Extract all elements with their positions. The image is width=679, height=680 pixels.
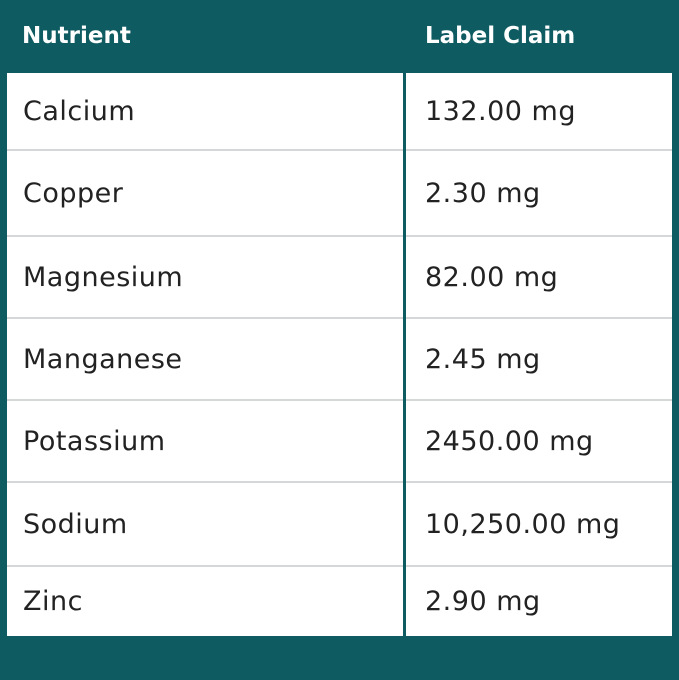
label-claim: 2.30 mg — [406, 151, 672, 235]
nutrient-name: Manganese — [7, 319, 403, 399]
nutrient-name: Calcium — [7, 73, 403, 149]
label-claim: 2.45 mg — [406, 319, 672, 399]
header-cell: Nutrient — [22, 23, 131, 49]
row-separator — [406, 565, 672, 567]
label-claim: 10,250.00 mg — [406, 483, 672, 565]
row-separator — [406, 481, 672, 483]
label-claim: 2.90 mg — [406, 567, 672, 636]
label-claim: 2450.00 mg — [406, 401, 672, 481]
label-claim: 132.00 mg — [406, 73, 672, 149]
row-separator — [7, 565, 403, 567]
nutrient-name: Copper — [7, 151, 403, 235]
label-claim: 82.00 mg — [406, 237, 672, 317]
row-separator — [406, 399, 672, 401]
row-separator — [406, 235, 672, 237]
row-separator — [7, 317, 403, 319]
row-separator — [406, 149, 672, 151]
row-separator — [7, 399, 403, 401]
header-cell: Label Claim — [425, 23, 576, 49]
row-separator — [7, 235, 403, 237]
nutrient-name: Sodium — [7, 483, 403, 565]
nutrient-name: Zinc — [7, 567, 403, 636]
row-separator — [7, 481, 403, 483]
row-separator — [406, 317, 672, 319]
nutrient-name: Potassium — [7, 401, 403, 481]
nutrient-name: Magnesium — [7, 237, 403, 317]
row-separator — [7, 149, 403, 151]
